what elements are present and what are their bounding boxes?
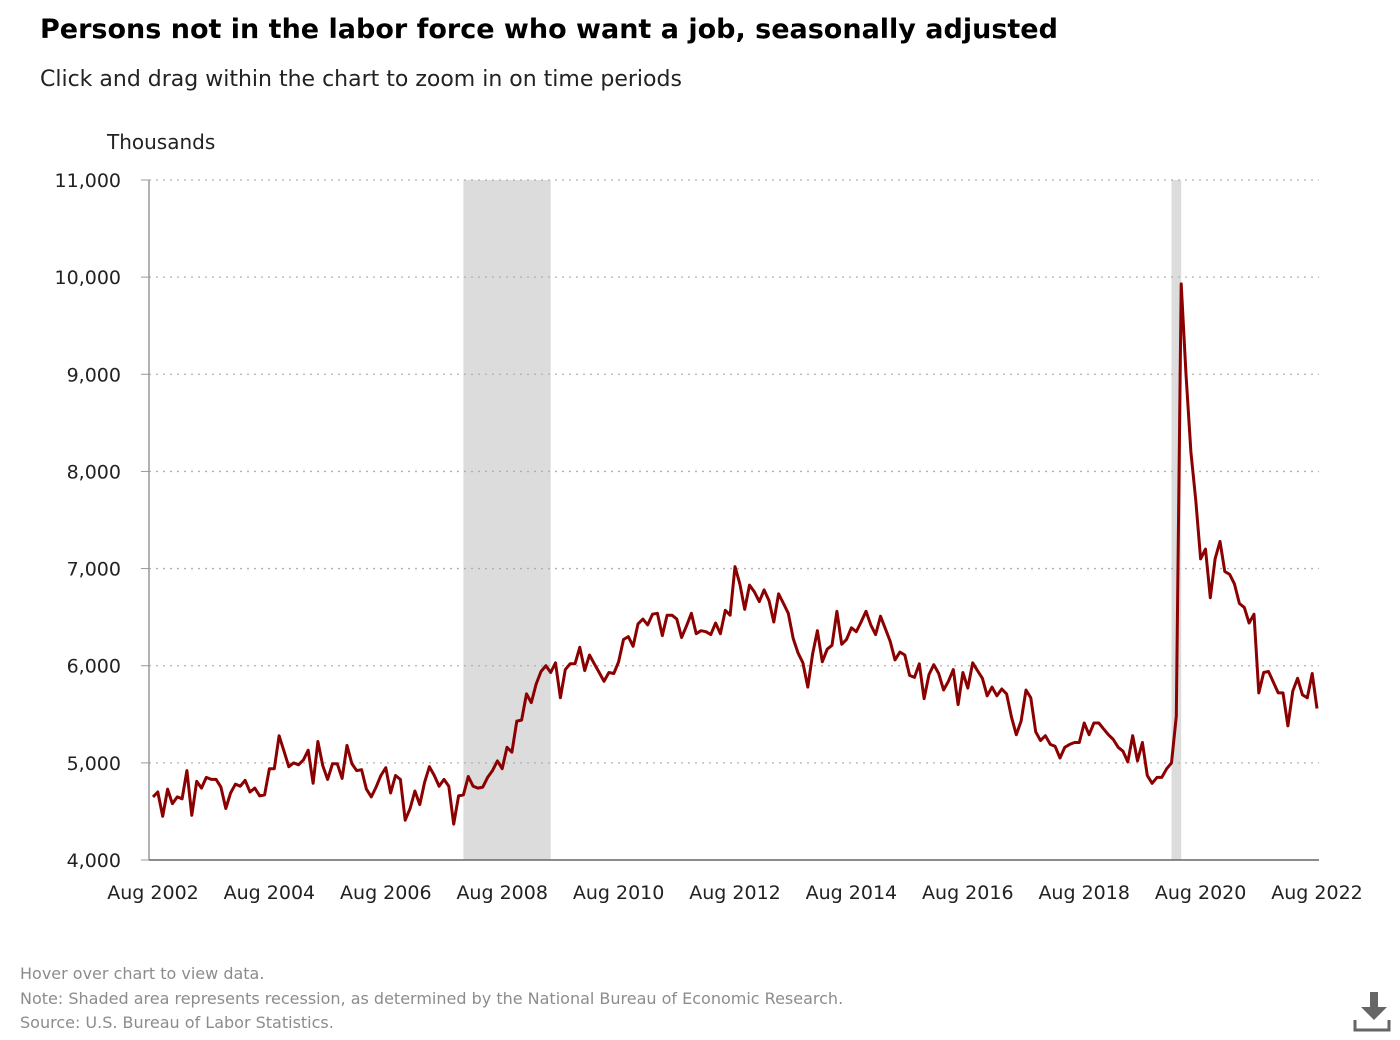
x-tick-label: Aug 2022 <box>1271 882 1363 904</box>
recession-band-1 <box>463 180 551 860</box>
source-note: Source: U.S. Bureau of Labor Statistics. <box>20 1013 334 1032</box>
y-tick-label: 11,000 <box>55 170 121 192</box>
chart-title: Persons not in the labor force who want … <box>40 14 1058 45</box>
y-axis-label: Thousands <box>106 130 215 154</box>
gridlines <box>149 179 1319 764</box>
line-chart[interactable]: Thousands 4,000 5,000 6,000 7,000 8,000 9,000… <box>0 110 1400 920</box>
series-layer <box>151 282 1319 826</box>
download-icon <box>1353 992 1391 1032</box>
footer: Hover over chart to view data. Note: Sha… <box>20 962 843 1036</box>
y-tick-label: 4,000 <box>67 850 121 872</box>
y-tick-label: 10,000 <box>55 267 121 289</box>
y-tick-label: 8,000 <box>67 461 121 483</box>
x-tick-label: Aug 2014 <box>806 882 898 904</box>
recession-note: Note: Shaded area represents recession, … <box>20 988 844 1008</box>
chart-subtitle: Click and drag within the chart to zoom … <box>40 67 682 92</box>
hover-hint: Hover over chart to view data. <box>20 964 265 983</box>
x-tick-label: Aug 2006 <box>340 882 432 904</box>
y-tick-label: 6,000 <box>67 656 121 678</box>
x-tick-label: Aug 2002 <box>107 882 199 904</box>
recession-shading-layer <box>463 180 1182 860</box>
series-line-1[interactable] <box>151 282 1319 826</box>
x-tick-label: Aug 2018 <box>1038 882 1130 904</box>
tick-labels: 4,000 5,000 6,000 7,000 8,000 9,000 10,000 11,0… <box>55 170 1363 904</box>
x-tick-label: Aug 2016 <box>922 882 1014 904</box>
axes <box>148 180 1319 861</box>
y-tick-label: 7,000 <box>67 559 121 581</box>
x-tick-label: Aug 2008 <box>456 882 548 904</box>
download-button[interactable] <box>1352 990 1392 1034</box>
x-tick-label: Aug 2012 <box>689 882 781 904</box>
x-tick-label: Aug 2004 <box>224 882 316 904</box>
recession-band-2 <box>1171 180 1182 860</box>
y-tick-label: 9,000 <box>67 364 121 386</box>
x-tick-label: Aug 2020 <box>1155 882 1247 904</box>
x-tick-label: Aug 2010 <box>573 882 665 904</box>
y-tick-label: 5,000 <box>67 753 121 775</box>
